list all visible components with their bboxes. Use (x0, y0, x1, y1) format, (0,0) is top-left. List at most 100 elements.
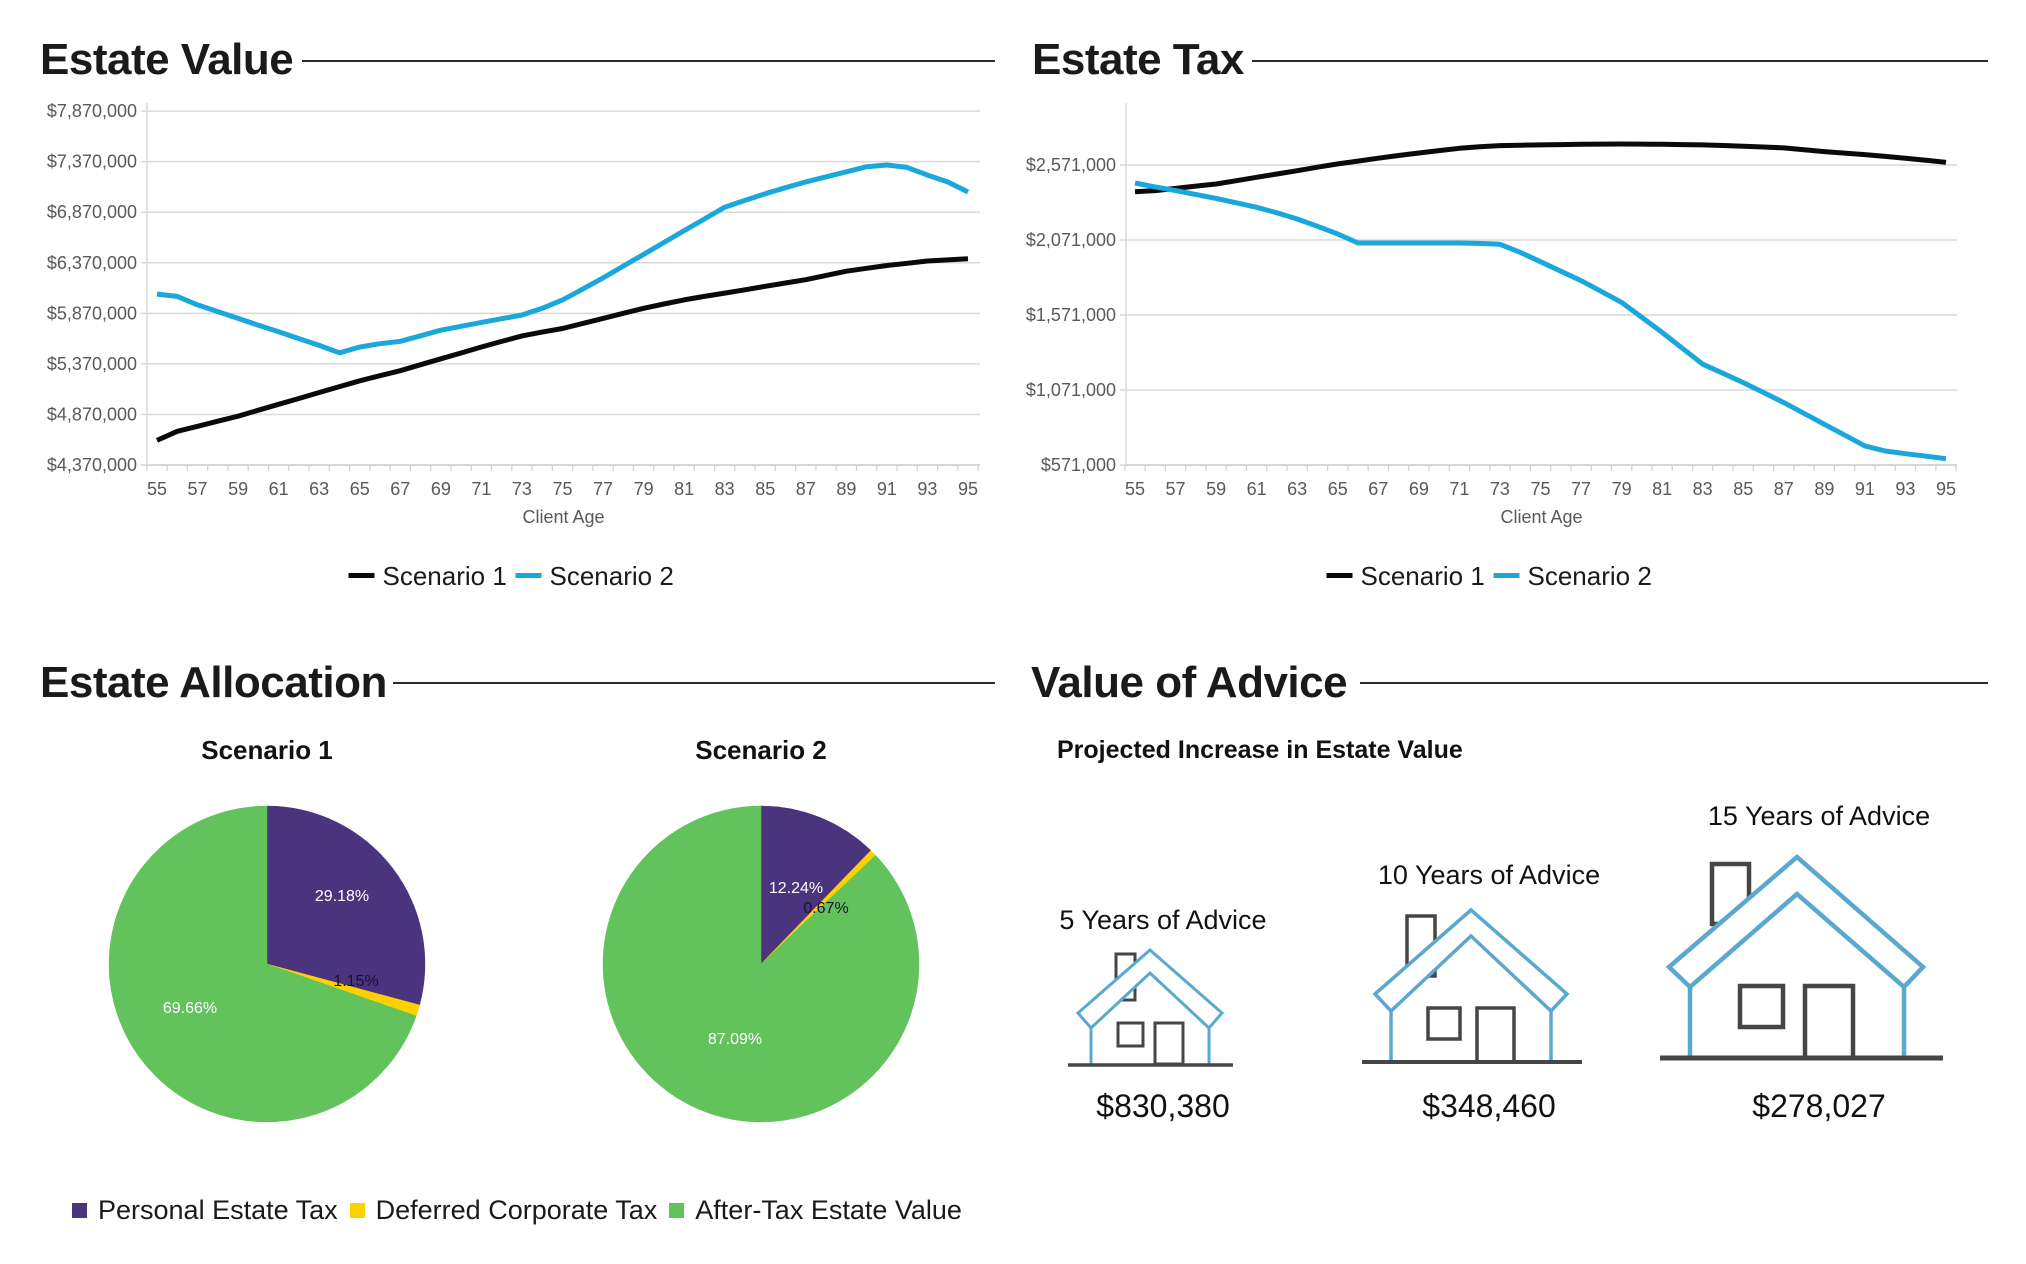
pie-data-label: 29.18% (315, 888, 369, 905)
y-tick-label: $1,571,000 (1026, 305, 1116, 325)
y-tick-label: $571,000 (1041, 455, 1116, 475)
advice-value-15-years: $278,027 (1752, 1088, 1886, 1124)
x-tick-label: 87 (796, 479, 816, 499)
x-tick-label: 65 (350, 479, 370, 499)
x-tick-label: 81 (674, 479, 694, 499)
x-tick-label: 85 (1733, 479, 1753, 499)
legend-label: Deferred Corporate Tax (375, 1195, 658, 1225)
x-tick-label: 61 (1247, 479, 1267, 499)
y-tick-label: $2,071,000 (1026, 230, 1116, 250)
x-tick-label: 55 (147, 479, 167, 499)
pie-data-label: 1.15% (333, 973, 378, 990)
pie-title-scenario-2: Scenario 2 (695, 735, 827, 765)
legend-item-deferred-corporate-tax: Deferred Corporate Tax (349, 1195, 658, 1226)
x-tick-label: 59 (1206, 479, 1226, 499)
pie-data-label: 12.24% (769, 880, 823, 897)
pie-data-label: 69.66% (163, 1000, 217, 1017)
pie-estate_allocation_scenario_2: 12.24% 0.67% 87.09% (602, 805, 920, 1123)
legend-swatch-green (669, 1203, 685, 1218)
y-tick-label: $5,870,000 (47, 303, 137, 323)
advice-value-10-years: $348,460 (1422, 1088, 1556, 1124)
x-tick-label: 83 (715, 479, 735, 499)
series-line-scenario-1 (1134, 141, 1947, 195)
y-tick-label: $6,370,000 (47, 253, 137, 273)
x-tick-label: 79 (1612, 479, 1632, 499)
x-tick-label: 77 (593, 479, 613, 499)
legend-label: Scenario 1 (1361, 561, 1485, 591)
y-tick-label: $6,870,000 (47, 202, 137, 222)
door (1802, 983, 1856, 1061)
pie-data-label: 87.09% (708, 1031, 762, 1048)
x-tick-label: 77 (1571, 479, 1591, 499)
section-divider (393, 682, 995, 684)
x-tick-label: 57 (188, 479, 208, 499)
x-tick-label: 75 (552, 479, 572, 499)
section-divider (302, 60, 995, 62)
advice-label-5-years: 5 Years of Advice (1059, 905, 1267, 935)
door (1153, 1021, 1185, 1066)
legend-item-personal-estate-tax: Personal Estate Tax (72, 1195, 338, 1226)
house-icon (1068, 948, 1233, 1067)
x-tick-label: 71 (471, 479, 491, 499)
x-axis-label: Client Age (1500, 507, 1582, 527)
house-icon (1362, 907, 1582, 1064)
chart-legend: Scenario 1 Scenario 2 (1326, 561, 1652, 591)
y-tick-label: $4,870,000 (47, 404, 137, 424)
x-tick-label: 75 (1530, 479, 1550, 499)
x-tick-label: 91 (1855, 479, 1875, 499)
legend-label: Scenario 2 (550, 561, 674, 591)
x-tick-label: 79 (634, 479, 654, 499)
section-title-estate-value: Estate Value (40, 35, 294, 84)
door (1475, 1006, 1516, 1064)
x-tick-label: 69 (431, 479, 451, 499)
advice-subtitle: Projected Increase in Estate Value (1057, 736, 1463, 764)
legend-swatch (1493, 573, 1520, 578)
advice-value-5-years: $830,380 (1096, 1088, 1230, 1124)
x-tick-label: 55 (1125, 479, 1145, 499)
x-tick-label: 63 (309, 479, 329, 499)
x-tick-label: 87 (1774, 479, 1794, 499)
x-tick-label: 57 (1166, 479, 1186, 499)
series-line-scenario-2 (156, 162, 970, 356)
pie-estate_allocation_scenario_1: 29.18% 1.15% 69.66% (108, 805, 426, 1123)
y-tick-label: $5,370,000 (47, 354, 137, 374)
legend-label: Scenario 1 (383, 561, 507, 591)
x-tick-label: 81 (1652, 479, 1672, 499)
advice-label-10-years: 10 Years of Advice (1377, 860, 1601, 890)
window (1116, 1021, 1145, 1048)
estate-value-line-chart: $4,370,000 $4,870,000 $5,370,000 $5,870,000… (47, 101, 980, 591)
x-tick-label: 71 (1449, 479, 1469, 499)
legend-label: Personal Estate Tax (98, 1195, 338, 1225)
pie-legend: Personal Estate Tax Deferred Corporate T… (72, 1195, 974, 1226)
y-tick-label: $2,571,000 (1026, 155, 1116, 175)
legend-swatch-yellow (349, 1203, 365, 1218)
estate-allocation-pies: 29.18% 1.15% 69.66% 12.24% 0.67% 87.09% (108, 805, 920, 1123)
x-tick-label: 69 (1409, 479, 1429, 499)
x-tick-label: 65 (1328, 479, 1348, 499)
legend-swatch (348, 573, 375, 578)
x-tick-label: 67 (1368, 479, 1388, 499)
pie-slice-after-tax-estate-value (108, 805, 417, 1123)
chart-legend: Scenario 1 Scenario 2 (348, 561, 674, 591)
x-tick-label: 83 (1693, 479, 1713, 499)
x-tick-label: 67 (390, 479, 410, 499)
x-tick-label: 73 (512, 479, 532, 499)
x-axis-label: Client Age (522, 507, 604, 527)
pie-title-scenario-1: Scenario 1 (201, 735, 333, 765)
advice-label-15-years: 15 Years of Advice (1707, 801, 1931, 831)
series-line-scenario-1 (155, 256, 969, 443)
y-tick-label: $1,071,000 (1026, 380, 1116, 400)
x-tick-label: 89 (1814, 479, 1834, 499)
legend-label: Scenario 2 (1528, 561, 1652, 591)
pie-slice-personal-estate-tax (266, 805, 426, 1006)
x-tick-label: 95 (1936, 479, 1956, 499)
section-title-estate-allocation: Estate Allocation (40, 658, 387, 707)
pie-slice-after-tax-estate-value (602, 805, 920, 1123)
y-tick-label: $7,870,000 (47, 101, 137, 121)
window (1426, 1006, 1462, 1041)
x-tick-label: 59 (228, 479, 248, 499)
section-divider (1252, 60, 1988, 62)
section-divider (1360, 682, 1988, 684)
x-tick-label: 63 (1287, 479, 1307, 499)
legend-swatch (1326, 573, 1353, 578)
